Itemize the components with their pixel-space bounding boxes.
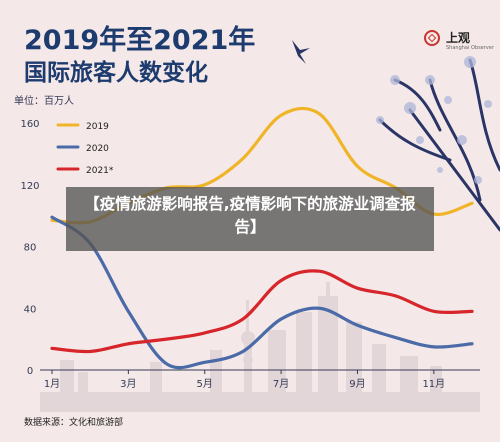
y-tick-label: 0 (27, 366, 33, 377)
x-tick-label: 11月 (422, 378, 445, 390)
y-tick-label: 120 (20, 181, 39, 192)
y-tick-label: 160 (20, 119, 39, 130)
x-tick-label: 5月 (197, 378, 213, 390)
page-subtitle: 国际旅客人数变化 (24, 60, 208, 86)
logo-subtext: Shanghai Observer (446, 45, 494, 51)
x-tick-label: 1月 (44, 378, 60, 390)
legend-label: 2020 (86, 144, 109, 154)
legend-label: 2019 (86, 122, 109, 132)
decorative-background (40, 40, 500, 412)
axis-layer: 0 40 80 120 160 1月 3月 5月 7月 9月 11月 (20, 119, 480, 390)
unit-label: 单位：百万人 (14, 96, 74, 107)
y-tick-label: 40 (24, 304, 37, 315)
legend-label: 2021* (86, 166, 114, 176)
brand-logo: 上观 Shanghai Observer (424, 28, 494, 54)
x-tick-label: 3月 (120, 378, 136, 390)
page-title: 2019年至2021年 (24, 25, 256, 56)
overlay-banner: 【疫情旅游影响报告,疫情影响下的旅游业调查报告】 (66, 187, 434, 251)
logo-text: 上观 (446, 31, 471, 45)
logo-mark-icon (424, 30, 440, 46)
legend: 2019 2020 2021* (56, 122, 114, 176)
series-line (50, 215, 474, 370)
y-tick-label: 80 (24, 243, 37, 254)
series-line (50, 269, 474, 354)
x-tick-label: 7月 (273, 378, 289, 390)
banner-text: 【疫情旅游影响报告,疫情影响下的旅游业调查报告】 (84, 195, 416, 236)
data-source: 数据来源：文化和旅游部 (24, 418, 124, 428)
x-tick-label: 9月 (349, 378, 365, 390)
